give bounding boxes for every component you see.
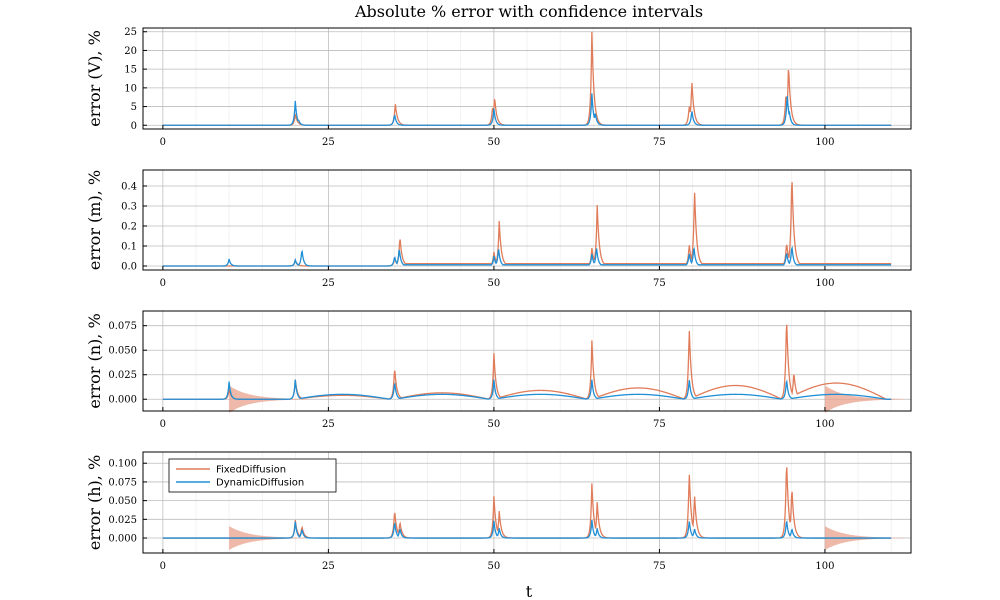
y-tick-label: 25 <box>124 27 137 38</box>
x-tick-label: 100 <box>815 561 834 572</box>
x-tick-label: 25 <box>322 419 335 430</box>
x-tick-label: 100 <box>815 137 834 148</box>
y-tick-label: 10 <box>124 83 137 94</box>
y-tick-label: 0.0 <box>121 262 137 273</box>
series-line-dynamicdiffusion <box>162 93 892 126</box>
chart-title: Absolute % error with confidence interva… <box>354 2 703 21</box>
y-tick-label: 0.075 <box>108 321 137 332</box>
series-line-dynamicdiffusion <box>162 520 892 539</box>
series-line-dynamicdiffusion <box>162 379 892 400</box>
y-tick-label: 0.050 <box>108 346 137 357</box>
x-tick-label: 50 <box>488 419 501 430</box>
confidence-band <box>824 385 905 413</box>
series-line-dynamicdiffusion <box>162 245 892 267</box>
x-tick-label: 0 <box>160 419 166 430</box>
panel-4: 0 25 50 75 100 0.000 0.025 0.050 0.075 0.100 error… <box>85 451 912 572</box>
x-tick-label: 0 <box>160 137 166 148</box>
legend-box <box>168 458 337 493</box>
x-axis-label: t <box>526 582 533 600</box>
y-tick-label: 0.050 <box>108 496 137 507</box>
x-tick-label: 0 <box>160 278 166 289</box>
y-tick-label: 0.025 <box>108 515 137 526</box>
x-tick-label: 25 <box>322 137 335 148</box>
y-tick-label: 0 <box>131 121 137 132</box>
y-axis-label: error (n), % <box>85 313 104 408</box>
y-tick-label: 0.025 <box>108 370 137 381</box>
x-tick-label: 0 <box>160 561 166 572</box>
plot-frame <box>142 27 912 130</box>
plot-frame <box>142 310 912 412</box>
plot-frame <box>142 451 912 554</box>
y-tick-label: 20 <box>124 46 137 57</box>
y-axis-label: error (V), % <box>85 30 104 127</box>
legend-label: DynamicDiffusion <box>216 478 304 489</box>
panel-3: 0 25 50 75 100 0.000 0.025 0.050 0.075 error (n),… <box>85 310 912 430</box>
y-axis-label: error (h), % <box>85 455 104 550</box>
y-tick-label: 0.3 <box>121 202 137 213</box>
x-tick-label: 50 <box>488 278 501 289</box>
y-tick-label: 0.000 <box>108 534 137 545</box>
x-tick-label: 75 <box>653 137 666 148</box>
y-tick-label: 0.4 <box>121 182 137 193</box>
y-tick-label: 0.100 <box>108 459 137 470</box>
x-tick-label: 50 <box>488 561 501 572</box>
y-tick-label: 15 <box>124 65 137 76</box>
panels: 0 25 50 75 100 0 5 10 15 20 25 error (V), % 0 25 50 75 1… <box>85 27 912 572</box>
y-tick-label: 0.075 <box>108 477 137 488</box>
x-tick-label: 75 <box>653 278 666 289</box>
x-tick-label: 100 <box>815 278 834 289</box>
y-tick-label: 0.1 <box>121 242 137 253</box>
x-tick-label: 100 <box>815 419 834 430</box>
panel-1: 0 25 50 75 100 0 5 10 15 20 25 error (V), % <box>85 27 912 148</box>
legend-label: FixedDiffusion <box>216 465 286 476</box>
legend: FixedDiffusion DynamicDiffusion <box>168 458 337 493</box>
x-tick-label: 50 <box>488 137 501 148</box>
y-axis-label: error (m), % <box>85 170 104 270</box>
y-tick-label: 0.2 <box>121 222 137 233</box>
x-tick-label: 75 <box>653 419 666 430</box>
x-tick-label: 75 <box>653 561 666 572</box>
y-tick-label: 5 <box>131 102 137 113</box>
panel-2: 0 25 50 75 100 0.0 0.1 0.2 0.3 0.4 error (m), % <box>85 169 912 289</box>
x-tick-label: 25 <box>322 561 335 572</box>
x-tick-label: 25 <box>322 278 335 289</box>
y-tick-label: 0.000 <box>108 395 137 406</box>
plot-frame <box>142 169 912 271</box>
